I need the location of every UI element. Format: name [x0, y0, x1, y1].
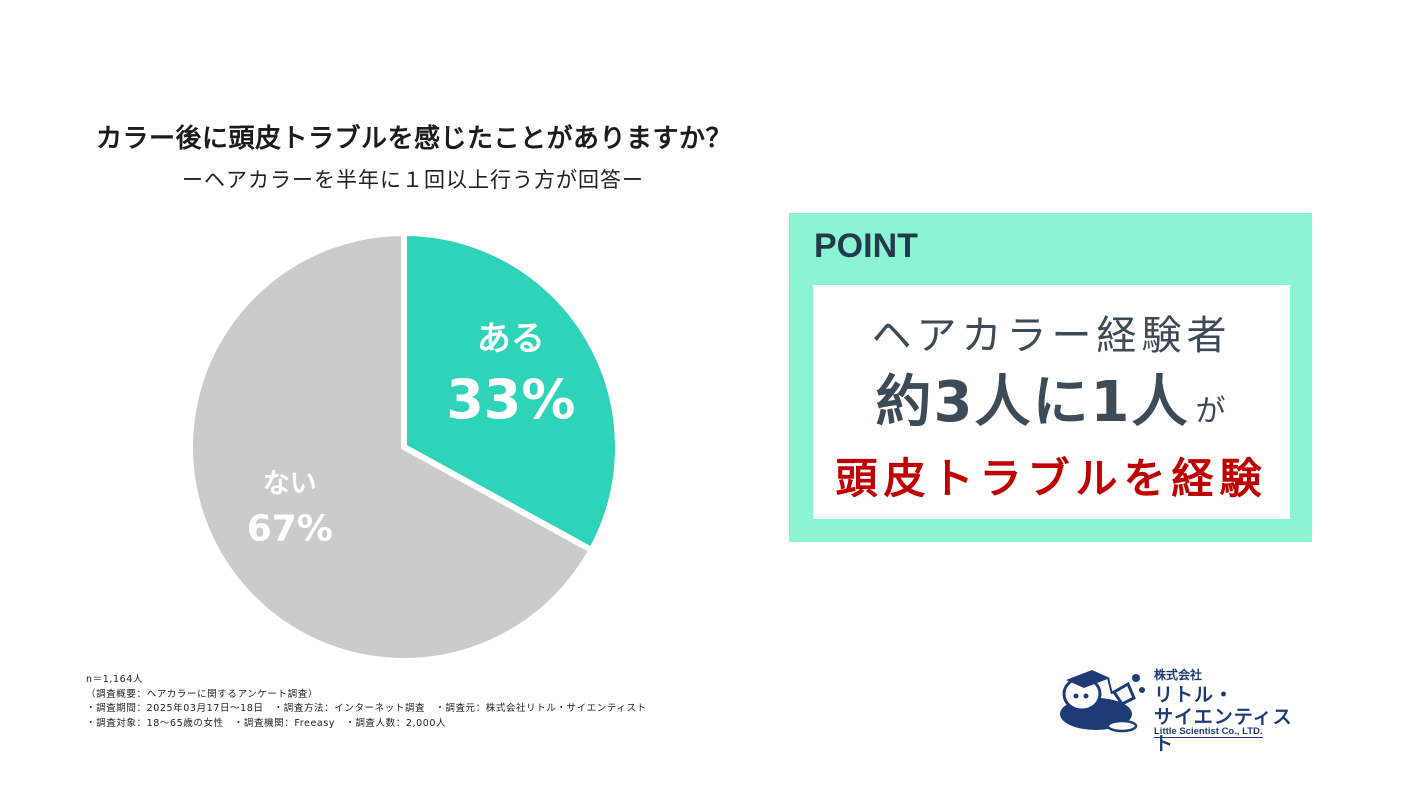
pie-slice-label: ある — [477, 319, 545, 359]
point-label: POINT — [814, 227, 918, 265]
pie-slice-percent: 67% — [247, 509, 333, 550]
logo-company-prefix: 株式会社 — [1154, 668, 1203, 682]
scientist-mascot-icon — [1060, 670, 1145, 733]
survey-footnote: n＝1,164人 （調査概要：ヘアカラーに関するアンケート調査） ・調査期間：202… — [86, 673, 647, 731]
point-line-1: ヘアカラー経験者 — [871, 313, 1232, 359]
chart-subtitle: ーヘアカラーを半年に１回以上行う方が回答ー — [182, 168, 644, 192]
company-logo: 株式会社 リトル・ サイエンティスト Little Scientist Co.,… — [1052, 664, 1302, 755]
point-line-2-suffix: が — [1195, 394, 1228, 429]
footnote-line: （調査概要：ヘアカラーに関するアンケート調査） — [86, 688, 318, 700]
point-line-3: 頭皮トラブルを経験 — [835, 454, 1268, 503]
point-message-panel: ヘアカラー経験者 約3人に1人が 頭皮トラブルを経験 — [813, 285, 1290, 519]
pie-slices — [187, 229, 621, 664]
pie-slice-label: ない — [263, 469, 317, 500]
logo-english-name: Little Scientist Co., LTD. — [1154, 726, 1263, 738]
chart-title: カラー後に頭皮トラブルを感じたことがありますか？ — [96, 124, 733, 154]
point-callout-box: POINT ヘアカラー経験者 約3人に1人が 頭皮トラブルを経験 — [789, 213, 1312, 542]
footnote-line: ・調査期間：2025年03月17日～18日 ・調査方法：インターネット調査 ・調… — [86, 703, 647, 714]
pie-slice-percent: 33% — [446, 368, 575, 431]
point-line-2: 約3人に1人が — [813, 357, 1290, 438]
logo-name-line-1: リトル・ — [1154, 684, 1235, 706]
footnote-line: ・調査対象：18～65歳の女性 ・調査機関：Freeasy ・調査人数：2,00… — [86, 717, 447, 729]
pie-chart: ある 33% ない 67% — [187, 229, 621, 664]
pie-labels: ある 33% ない 67% — [247, 319, 576, 550]
pie-slice-1 — [401, 229, 621, 555]
logo-name-line-2: サイエンティスト — [1154, 706, 1293, 755]
point-line-2-main: 約3人に1人 — [875, 370, 1190, 435]
pie-slice-2 — [187, 229, 596, 664]
footnote-line: n＝1,164人 — [86, 674, 144, 685]
